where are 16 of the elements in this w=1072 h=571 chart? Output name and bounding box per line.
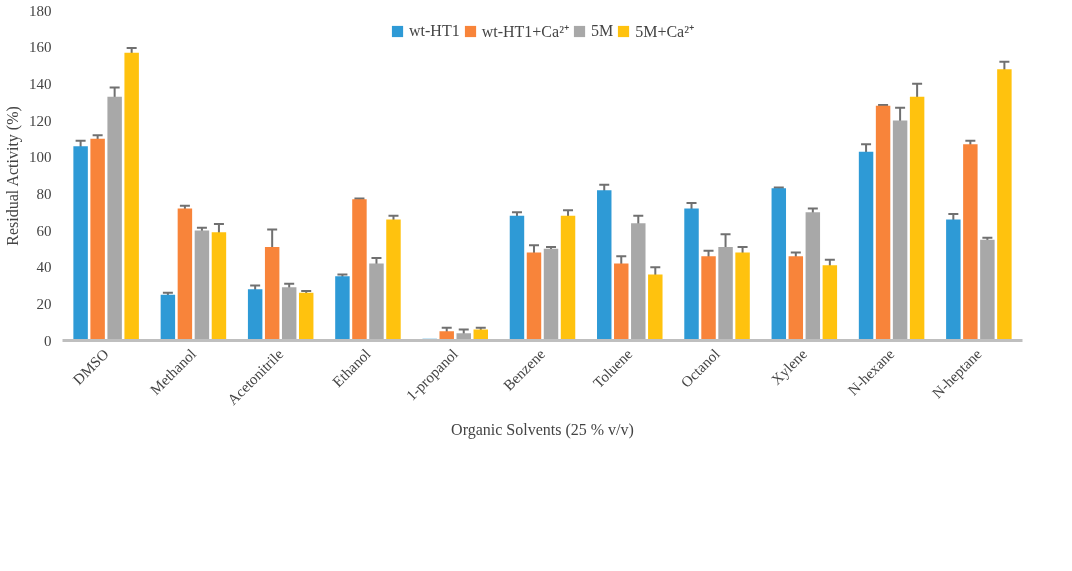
y-tick-label: 20	[36, 295, 52, 312]
y-tick-label: 0	[44, 332, 52, 349]
legend-label: wt-HT1+Ca²⁺	[481, 22, 569, 42]
legend-label: 5M	[590, 22, 614, 40]
y-tick-label: 140	[29, 75, 52, 92]
y-tick-label: 160	[29, 39, 52, 56]
x-axis-title: Organic Solvents (25 % v/v)	[451, 421, 634, 440]
legend-label: wt-HT1	[409, 22, 460, 40]
y-axis-title: Residual Activity (%)	[4, 106, 22, 246]
y-tick-label: 180	[29, 2, 52, 19]
y-tick-label: 80	[36, 185, 52, 202]
y-tick-label: 60	[36, 222, 52, 239]
legend-label: 5M+Ca²⁺	[635, 22, 694, 42]
y-tick-label: 120	[29, 112, 52, 129]
y-tick-label: 40	[36, 259, 52, 276]
y-tick-label: 100	[29, 149, 52, 166]
